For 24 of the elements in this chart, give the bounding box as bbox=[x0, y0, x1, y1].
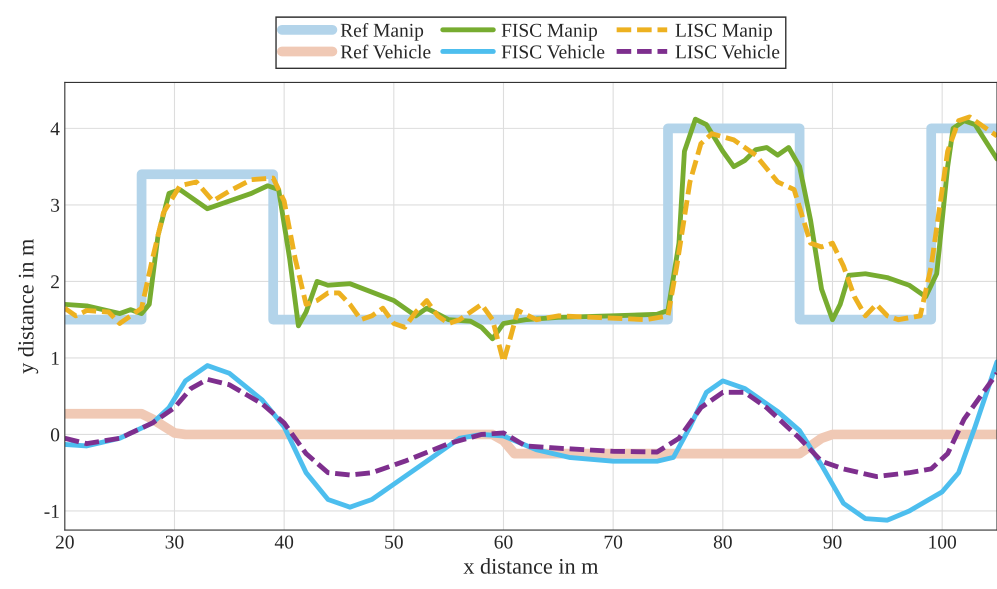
x-tick-label: 100 bbox=[929, 536, 956, 549]
legend-label: Ref Manip bbox=[340, 22, 424, 41]
x-tick-label: 60 bbox=[494, 536, 512, 549]
y-tick-label: -1 bbox=[44, 504, 59, 518]
legend-label: FISC Vehicle bbox=[502, 44, 604, 59]
x-tick-label: 90 bbox=[823, 536, 842, 549]
legend-label: Ref Vehicle bbox=[340, 44, 430, 59]
x-tick-label: 50 bbox=[385, 536, 403, 549]
x-tick-label: 20 bbox=[56, 536, 74, 549]
y-axis-title: y distance in m bbox=[18, 239, 38, 374]
y-tick-label: 0 bbox=[50, 428, 60, 442]
x-axis-title: x distance in m bbox=[464, 558, 598, 574]
legend-label: LISC Manip bbox=[676, 24, 772, 41]
line-series bbox=[64, 370, 997, 479]
x-tick-label: 30 bbox=[166, 536, 184, 549]
y-tick-label: 2 bbox=[51, 275, 59, 288]
legend-label: FISC Manip bbox=[502, 24, 598, 41]
x-tick-label: 70 bbox=[604, 536, 622, 549]
y-tick-label: 3 bbox=[51, 198, 60, 212]
x-tick-label: 40 bbox=[274, 536, 294, 549]
y-tick-label: 1 bbox=[52, 352, 59, 365]
x-tick-label: 80 bbox=[714, 536, 732, 549]
y-tick-label: 4 bbox=[50, 122, 60, 136]
legend-label: LISC Vehicle bbox=[676, 44, 780, 59]
